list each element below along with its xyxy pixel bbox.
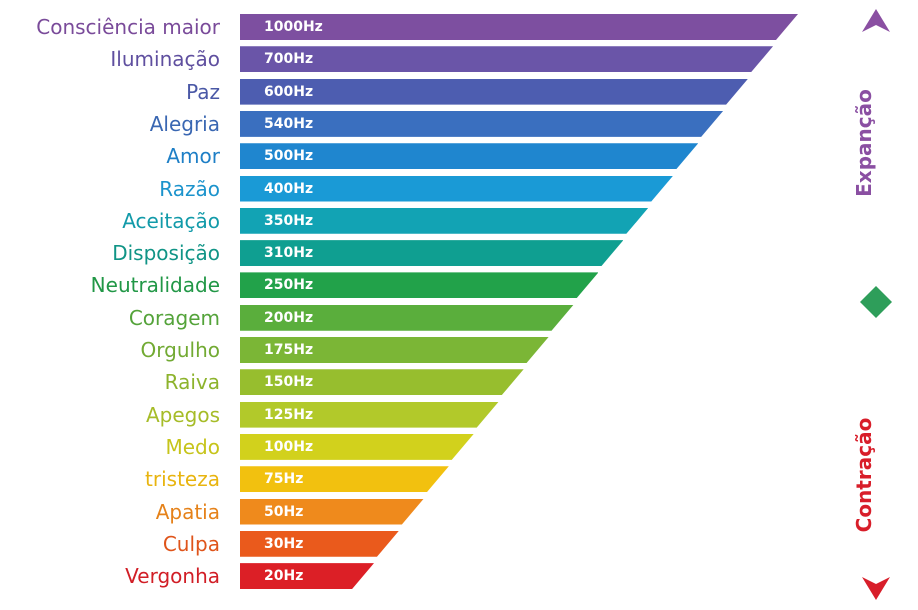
arrow-down-icon: [862, 350, 890, 600]
expansion-contraction-axis: Expanção Contração: [810, 0, 918, 606]
level-label: Alegria: [149, 111, 220, 136]
frequency-value: 30Hz: [264, 535, 304, 552]
frequency-value: 700Hz: [264, 51, 314, 68]
frequency-value: 600Hz: [264, 83, 314, 100]
frequency-value: 540Hz: [264, 115, 314, 132]
frequency-bar: [240, 563, 374, 589]
level-label: tristeza: [145, 467, 220, 492]
frequency-bar: [240, 466, 449, 492]
level-label: Apegos: [145, 402, 220, 427]
level-label: Apatia: [155, 499, 220, 524]
frequency-bar: [240, 402, 499, 428]
frequency-value: 50Hz: [264, 503, 304, 520]
frequency-bar: [240, 531, 399, 557]
contraction-label: Contração: [852, 417, 876, 533]
frequency-bar: [240, 111, 723, 137]
level-label: Razão: [159, 176, 220, 201]
frequency-bar: [240, 14, 798, 40]
frequency-bar: [240, 305, 574, 331]
level-label: Paz: [186, 79, 220, 104]
frequency-value: 20Hz: [264, 568, 304, 585]
frequency-value: 250Hz: [264, 277, 314, 294]
frequency-value: 310Hz: [264, 245, 314, 262]
frequency-bar: [240, 208, 648, 234]
level-label: Coragem: [128, 305, 220, 330]
axis-graphic: [860, 9, 892, 600]
level-label: Orgulho: [140, 338, 220, 362]
frequency-value: 200Hz: [264, 309, 314, 326]
frequency-bar: [240, 79, 748, 105]
level-label: Amor: [166, 144, 220, 169]
level-label: Neutralidade: [90, 273, 220, 298]
diamond-icon: [860, 286, 892, 318]
frequency-bar: [240, 499, 424, 525]
frequency-value: 500Hz: [264, 148, 314, 165]
frequency-value: 150Hz: [264, 374, 314, 391]
level-label: Disposição: [112, 241, 220, 266]
level-label: Culpa: [162, 531, 220, 556]
frequency-bar: [240, 369, 524, 395]
frequency-value: 100Hz: [264, 438, 314, 455]
frequency-bar: [240, 337, 549, 363]
arrow-up-icon: [862, 9, 890, 252]
level-label: Iluminação: [110, 47, 220, 72]
frequency-value: 75Hz: [264, 471, 304, 488]
frequency-value: 1000Hz: [264, 19, 323, 35]
frequency-value: 175Hz: [264, 342, 314, 358]
frequency-bar: [240, 272, 598, 298]
frequency-value: 125Hz: [264, 406, 314, 423]
level-label: Consciência maior: [36, 15, 220, 39]
frequency-bar: [240, 176, 673, 202]
expansion-label: Expanção: [852, 89, 876, 197]
level-label: Vergonha: [125, 564, 220, 589]
frequency-bar: [240, 240, 623, 266]
frequency-bar: [240, 46, 773, 72]
level-label: Raiva: [164, 370, 220, 395]
level-label: Medo: [165, 434, 221, 459]
frequency-bar: [240, 143, 698, 169]
frequency-value: 350Hz: [264, 212, 314, 229]
level-label: Aceitação: [122, 208, 220, 233]
frequency-bar: [240, 434, 474, 460]
frequency-value: 400Hz: [264, 180, 314, 197]
